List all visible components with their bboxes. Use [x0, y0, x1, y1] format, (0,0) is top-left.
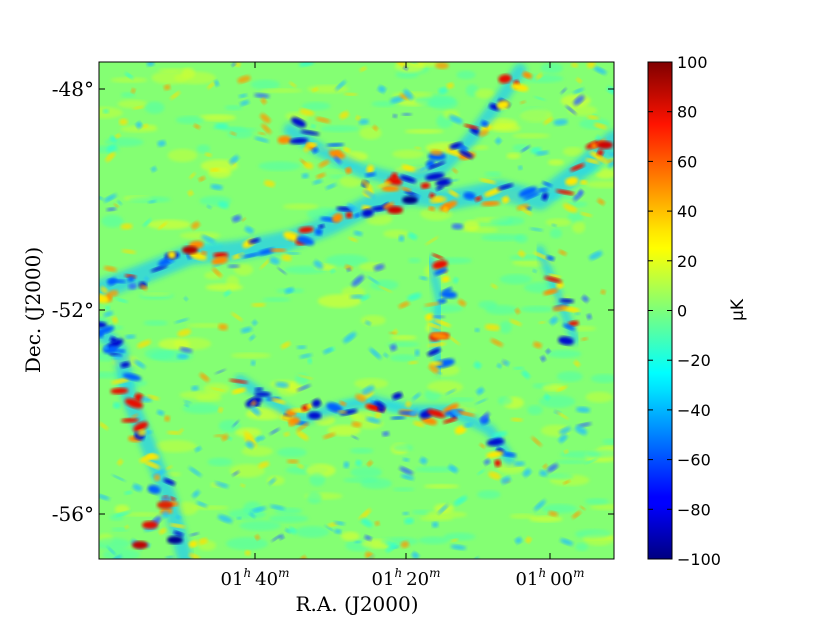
colorbar: 100 80 60 40 20 0 −20 −40 −60 −80 −100 μK — [647, 53, 748, 569]
colorbar-label: μK — [728, 298, 748, 321]
colorbar-tick-label: 20 — [677, 252, 697, 271]
x-tick-label: 01h 40m — [221, 566, 290, 590]
y-axis: -48° -52° -56° Dec. (J2000) — [21, 77, 614, 526]
colorbar-tick-label: 80 — [677, 103, 697, 122]
colorbar-tick-label: 0 — [677, 302, 687, 321]
x-axis-label: R.A. (J2000) — [295, 592, 418, 616]
colorbar-tick-label: −60 — [677, 451, 711, 470]
heatmap-map — [98, 61, 615, 560]
map-texture — [99, 62, 614, 559]
x-tick-label: 01h 20m — [372, 566, 441, 590]
x-axis: 01h 40m 01h 20m 01h 00m R.A. (J2000) — [221, 62, 585, 616]
y-tick-label: -48° — [52, 77, 94, 101]
colorbar-tick-label: −100 — [677, 550, 721, 569]
colorbar-tick-label: 60 — [677, 152, 697, 171]
x-tick-label: 01h 00m — [516, 566, 585, 590]
colorbar-tick-label: 40 — [677, 202, 697, 221]
y-axis-label: Dec. (J2000) — [21, 247, 45, 373]
colorbar-tick-label: −40 — [677, 401, 711, 420]
colorbar-tick-label: −20 — [677, 351, 711, 370]
y-tick-label: -56° — [52, 502, 94, 526]
colorbar-tick-label: −80 — [677, 500, 711, 519]
colorbar-ticks: 100 80 60 40 20 0 −20 −40 −60 −80 −100 — [648, 53, 721, 569]
y-tick-label: -52° — [52, 298, 94, 322]
colorbar-tick-label: 100 — [677, 53, 708, 72]
